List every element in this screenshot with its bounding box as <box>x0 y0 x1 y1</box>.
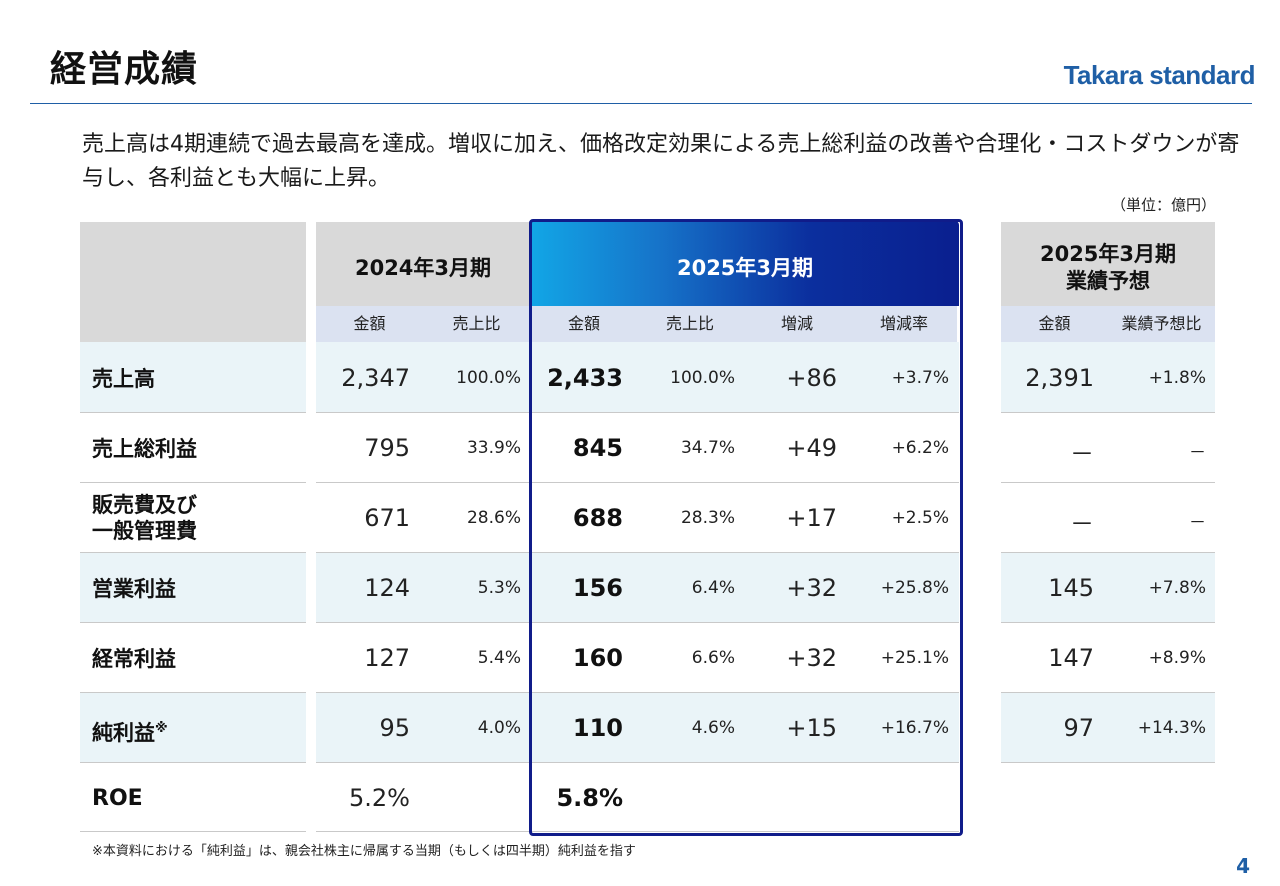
row-band-op-income <box>80 552 1215 622</box>
fy2025-header-label: 2025年3月期 <box>676 256 814 280</box>
sga-change-rate: +2.5% <box>891 508 949 528</box>
gap-cover-2 <box>959 342 1001 832</box>
row-band-sales <box>80 342 1215 412</box>
op-forecast-ratio: +7.8% <box>1148 578 1206 598</box>
forecast-header-line1: 2025年3月期 <box>1039 242 1177 266</box>
gross-change: +49 <box>786 434 837 462</box>
net-fy2025-amount: 110 <box>572 714 623 742</box>
op-fy2024-ratio: 5.3% <box>477 578 521 598</box>
ord-change: +32 <box>786 644 837 672</box>
ord-forecast-ratio: +8.9% <box>1148 648 1206 668</box>
gross-fy2024-amount: 795 <box>364 434 410 462</box>
fy2025-sub-change-rate: 増減率 <box>879 314 928 333</box>
fy2024-subheader <box>316 306 530 342</box>
gap-cover-1 <box>306 342 316 832</box>
row-label-net-income: 純利益※ <box>92 716 168 746</box>
sga-fy2025-ratio: 28.3% <box>680 508 735 528</box>
sales-fy2024-ratio: 100.0% <box>456 368 521 388</box>
net-forecast: 97 <box>1063 714 1094 742</box>
forecast-header <box>1001 222 1215 306</box>
fy2024-header-label: 2024年3月期 <box>354 256 492 280</box>
fy2025-sub-change: 増減 <box>780 314 813 333</box>
row-label-sga: 販売費及び 一般管理費 <box>92 493 197 543</box>
net-fy2024-amount: 95 <box>379 714 410 742</box>
forecast-subheader <box>1001 306 1215 342</box>
fy2025-subheader <box>531 306 957 342</box>
net-change-rate: +16.7% <box>880 718 949 738</box>
row-divider <box>80 552 1215 553</box>
row-divider <box>80 482 1215 483</box>
ord-fy2025-amount: 160 <box>572 644 623 672</box>
roe-fy2025: 5.8% <box>556 784 623 812</box>
sales-fy2025-ratio: 100.0% <box>670 368 735 388</box>
label-header-cell <box>80 222 306 342</box>
footnote: ※本資料における「純利益」は、親会社株主に帰属する当期（もしくは四半期）純利益を… <box>92 844 636 859</box>
sga-fy2024-ratio: 28.6% <box>466 508 521 528</box>
sga-fy2025-amount: 688 <box>572 504 623 532</box>
net-fy2024-ratio: 4.0% <box>477 718 521 738</box>
net-change: +15 <box>786 714 837 742</box>
op-fy2025-amount: 156 <box>572 574 623 602</box>
brand-text: Takara standard <box>1064 60 1255 90</box>
fy2025-sub-amount: 金額 <box>567 314 600 333</box>
ord-change-rate: +25.1% <box>880 648 949 668</box>
row-divider <box>80 692 1215 693</box>
forecast-sub-amount: 金額 <box>1038 314 1071 333</box>
sales-fy2025-amount: 2,433 <box>547 364 623 392</box>
row-label-sales: 売上高 <box>92 367 155 391</box>
ord-fy2025-ratio: 6.6% <box>691 648 735 668</box>
net-income-label-text: 純利益 <box>92 721 155 745</box>
forecast-header-line2: 業績予想 <box>1066 269 1150 293</box>
op-fy2025-ratio: 6.4% <box>691 578 735 598</box>
row-label-roe: ROE <box>92 786 143 811</box>
op-change: +32 <box>786 574 837 602</box>
forecast-sub-ratio: 業績予想比 <box>1121 314 1202 333</box>
row-divider <box>80 831 959 832</box>
gross-fy2025-ratio: 34.7% <box>680 438 735 458</box>
fy2025-sub-ratio: 売上比 <box>665 314 714 333</box>
row-label-gross-profit: 売上総利益 <box>92 437 197 461</box>
footnote-mark: ※ <box>155 721 168 736</box>
op-fy2024-amount: 124 <box>364 574 410 602</box>
roe-fy2024: 5.2% <box>349 784 410 812</box>
sga-forecast-ratio: － <box>1189 513 1206 533</box>
gross-forecast: － <box>1070 440 1094 468</box>
ord-fy2024-ratio: 5.4% <box>477 648 521 668</box>
company-logo: Takara standard <box>1064 60 1255 90</box>
sales-fy2024-amount: 2,347 <box>341 364 410 392</box>
row-label-ordinary-income: 経常利益 <box>92 647 176 671</box>
summary-text: 売上高は4期連続で過去最高を達成。増収に加え、価格改定効果による売上総利益の改善… <box>82 132 1240 191</box>
sga-forecast: － <box>1070 510 1094 538</box>
row-label-operating-income: 営業利益 <box>92 577 176 601</box>
fy2024-header <box>316 222 530 306</box>
fy2024-sub-amount: 金額 <box>353 314 386 333</box>
gross-change-rate: +6.2% <box>891 438 949 458</box>
gross-forecast-ratio: － <box>1189 443 1206 463</box>
fy2024-sub-ratio: 売上比 <box>452 314 501 333</box>
header-divider <box>30 103 1252 104</box>
unit-note: （単位：億円） <box>1110 196 1216 214</box>
ord-fy2024-amount: 127 <box>364 644 410 672</box>
gross-fy2025-amount: 845 <box>572 434 623 462</box>
net-forecast-ratio: +14.3% <box>1137 718 1206 738</box>
op-change-rate: +25.8% <box>880 578 949 598</box>
ord-forecast: 147 <box>1048 644 1094 672</box>
row-band-net-income <box>80 692 1215 762</box>
sales-forecast-ratio: +1.8% <box>1148 368 1206 388</box>
fy2025-header <box>531 221 959 306</box>
row-divider <box>80 762 1215 763</box>
sga-fy2024-amount: 671 <box>364 504 410 532</box>
gross-fy2024-ratio: 33.9% <box>466 438 521 458</box>
net-fy2025-ratio: 4.6% <box>691 718 735 738</box>
row-divider <box>80 412 1215 413</box>
page-number: 4 <box>1236 854 1250 878</box>
sales-change: +86 <box>786 364 837 392</box>
row-divider <box>80 622 1215 623</box>
sales-change-rate: +3.7% <box>891 368 949 388</box>
sales-forecast: 2,391 <box>1025 364 1094 392</box>
sga-change: +17 <box>786 504 837 532</box>
page-title: 経営成績 <box>50 49 199 90</box>
op-forecast: 145 <box>1048 574 1094 602</box>
